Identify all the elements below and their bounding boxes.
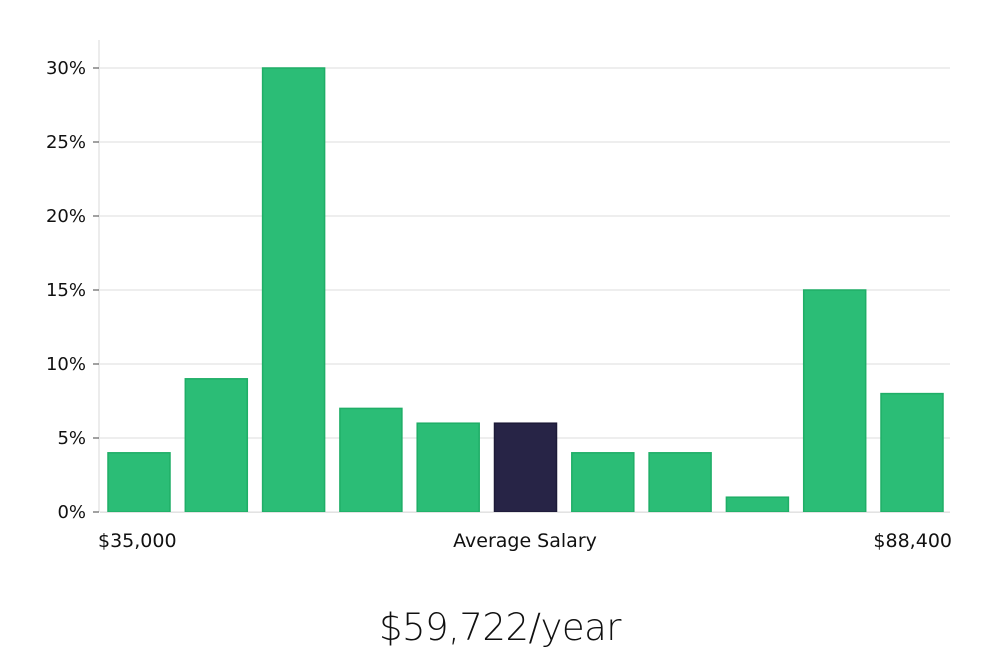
y-tick-label: 30% <box>46 58 86 79</box>
bar-average <box>493 422 558 513</box>
bar <box>339 407 403 513</box>
salary-histogram: 0% 5% 10% 15% 20% 25% 30% $35,000 Average Sala… <box>46 40 952 552</box>
bar <box>648 452 712 513</box>
x-label-min: $35,000 <box>98 530 177 552</box>
x-axis: $35,000 Average Salary $88,400 <box>98 530 952 552</box>
bar <box>571 452 635 513</box>
x-label-max: $88,400 <box>873 530 952 552</box>
y-tick-label: 0% <box>57 502 86 523</box>
bars <box>100 67 950 513</box>
bar <box>725 496 790 513</box>
y-tick-label: 25% <box>46 132 86 153</box>
y-tick-label: 10% <box>46 354 86 375</box>
y-tick-label: 5% <box>57 428 86 449</box>
bar <box>261 67 326 513</box>
y-tick-label: 15% <box>46 280 86 301</box>
x-label-average: Average Salary <box>453 530 597 552</box>
average-salary-value: $59,722/year <box>378 606 622 649</box>
bar <box>184 378 249 513</box>
y-tick-label: 20% <box>46 206 86 227</box>
bar <box>880 392 944 513</box>
bar <box>802 289 867 513</box>
bar <box>416 422 480 513</box>
y-axis: 0% 5% 10% 15% 20% 25% 30% <box>46 40 100 523</box>
bar <box>107 452 171 513</box>
